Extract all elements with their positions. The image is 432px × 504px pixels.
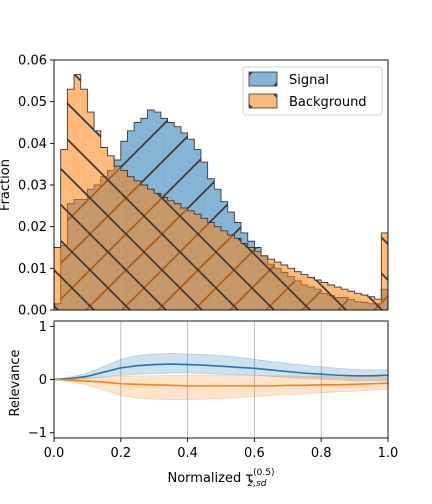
relevance-y-tick-label: −1 bbox=[28, 426, 47, 441]
background-bar-hatch bbox=[347, 291, 355, 310]
background-bar-hatch bbox=[187, 210, 195, 310]
histogram-y-tick-label: 0.04 bbox=[18, 137, 47, 152]
x-axis-label: Normalized τ(0.5) 2,sd bbox=[167, 468, 274, 489]
relevance-series bbox=[54, 353, 388, 401]
background-bar-hatch bbox=[180, 207, 188, 310]
relevance-series-background bbox=[54, 374, 388, 401]
x-axis-label-sup: (0.5) bbox=[253, 468, 274, 478]
x-axis-label-main: Normalized τ bbox=[167, 471, 253, 486]
background-bar-hatch bbox=[234, 238, 242, 310]
background-bar-hatch bbox=[341, 289, 348, 310]
background-bar-hatch bbox=[374, 299, 382, 310]
relevance-band-background bbox=[54, 374, 388, 401]
background-bar-hatch bbox=[147, 189, 155, 310]
background-bar-hatch bbox=[307, 277, 315, 310]
background-bar-hatch bbox=[281, 265, 288, 310]
x-tick-label: 0.0 bbox=[44, 446, 65, 461]
legend-frame bbox=[242, 66, 383, 116]
background-bar-hatch bbox=[294, 271, 302, 310]
background-bar-hatch bbox=[94, 130, 101, 310]
background-bar-hatch bbox=[287, 268, 295, 310]
background-bar-hatch bbox=[127, 176, 135, 310]
relevance-y-tick-label: 1 bbox=[39, 320, 47, 335]
relevance-x-ticks: 0.0 0.2 0.4 0.6 0.8 1.0 bbox=[44, 438, 399, 461]
background-bar-hatch bbox=[261, 255, 268, 310]
relevance-background bbox=[54, 321, 388, 438]
legend-swatch-background-hatch bbox=[249, 94, 277, 108]
background-bar-hatch bbox=[354, 293, 362, 310]
background-bar-hatch bbox=[87, 112, 95, 310]
histogram-y-tick-label: 0.02 bbox=[18, 220, 47, 235]
legend-label-background: Background bbox=[289, 95, 367, 110]
background-bar-hatch bbox=[267, 259, 275, 310]
background-bar-hatch bbox=[207, 222, 215, 310]
legend-label-signal: Signal bbox=[289, 73, 329, 88]
background-bar-hatch bbox=[327, 285, 335, 310]
histogram-y-axis-label: Fraction bbox=[0, 159, 13, 211]
background-bar-hatch bbox=[221, 230, 228, 310]
x-tick-label: 0.8 bbox=[311, 446, 332, 461]
background-bar-hatch bbox=[140, 185, 148, 310]
legend-swatch-signal-hatch bbox=[249, 72, 277, 86]
relevance-series-signal bbox=[54, 353, 388, 381]
background-bar-hatch bbox=[254, 251, 262, 310]
x-tick-label: 0.6 bbox=[244, 446, 265, 461]
background-bar-hatch bbox=[194, 214, 201, 310]
background-bar-hatch bbox=[160, 197, 168, 310]
legend: Signal Background bbox=[242, 66, 383, 116]
relevance-mean-background bbox=[54, 378, 388, 387]
background-bar-hatch bbox=[301, 274, 308, 310]
histogram-y-ticks: 0.00 0.01 0.02 0.03 0.04 0.05 0.06 bbox=[18, 54, 54, 319]
background-bar-hatch bbox=[167, 200, 175, 310]
histogram-y-tick-label: 0.01 bbox=[18, 262, 47, 277]
series-background bbox=[54, 74, 388, 310]
relevance-y-ticks: −1 0 1 bbox=[28, 320, 54, 441]
background-bar-hatch bbox=[107, 155, 115, 310]
background-bar-hatch bbox=[120, 170, 128, 310]
background-bar-hatch bbox=[274, 262, 282, 310]
background-bar-hatch bbox=[241, 243, 248, 310]
histogram-y-tick-label: 0.03 bbox=[18, 179, 47, 194]
relevance-mean-signal bbox=[54, 363, 388, 381]
background-bar-hatch bbox=[60, 149, 68, 310]
background-bar-hatch bbox=[100, 147, 108, 310]
histogram-y-tick-label: 0.05 bbox=[18, 95, 47, 110]
relevance-y-tick-label: 0 bbox=[39, 373, 47, 388]
background-bar-hatch bbox=[367, 296, 375, 310]
histogram-y-tick-label: 0.00 bbox=[18, 304, 47, 319]
x-tick-label: 1.0 bbox=[378, 446, 399, 461]
background-bar-hatch bbox=[67, 89, 75, 310]
background-bar-hatch bbox=[114, 166, 121, 310]
histogram-panel: 0.00 0.01 0.02 0.03 0.04 0.05 0.06 Fraction Si… bbox=[0, 54, 389, 319]
x-tick-label: 0.2 bbox=[110, 446, 131, 461]
relevance-grid bbox=[120, 321, 322, 438]
relevance-y-axis-label: Relevance bbox=[8, 349, 23, 416]
background-bar-hatch bbox=[334, 287, 342, 310]
histogram-bars bbox=[54, 74, 388, 310]
relevance-panel: −1 0 1 0.0 0.2 0.4 0.6 0.8 1.0 Relevance Normal… bbox=[8, 320, 398, 489]
background-bar-hatch bbox=[247, 247, 255, 310]
background-bar-hatch bbox=[154, 193, 161, 310]
background-bar-hatch bbox=[134, 180, 141, 310]
x-axis-label-sub: 2,sd bbox=[248, 479, 267, 489]
background-bar-hatch bbox=[227, 235, 235, 310]
x-tick-label: 0.4 bbox=[177, 446, 198, 461]
background-bar-hatch bbox=[80, 89, 88, 310]
background-bar-hatch bbox=[74, 74, 81, 310]
background-bar-hatch bbox=[200, 218, 208, 310]
background-bar-hatch bbox=[321, 282, 328, 310]
background-bar-hatch bbox=[214, 226, 221, 310]
background-bar-hatch bbox=[361, 295, 368, 310]
background-bar-hatch bbox=[314, 280, 322, 310]
background-bar-hatch bbox=[174, 203, 181, 310]
histogram-y-tick-label: 0.06 bbox=[18, 54, 47, 69]
background-bar-hatch bbox=[381, 232, 388, 310]
background-bar-hatch bbox=[54, 247, 61, 310]
background-step-outline bbox=[54, 74, 388, 310]
